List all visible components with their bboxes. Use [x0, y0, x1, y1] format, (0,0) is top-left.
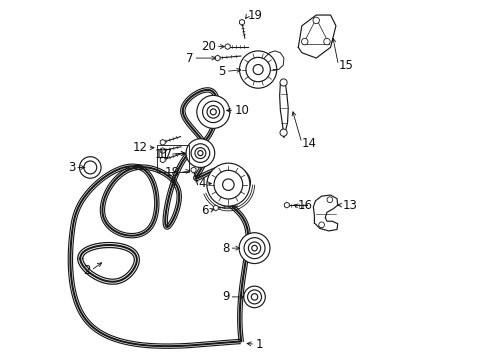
- Text: 6: 6: [201, 204, 208, 217]
- Polygon shape: [298, 15, 335, 58]
- Text: 18: 18: [164, 166, 179, 179]
- Text: 11: 11: [155, 148, 169, 161]
- Circle shape: [239, 233, 269, 264]
- Text: 15: 15: [338, 59, 353, 72]
- Circle shape: [253, 64, 263, 75]
- Circle shape: [244, 238, 264, 258]
- Circle shape: [245, 57, 270, 82]
- Text: 2: 2: [83, 264, 91, 277]
- Circle shape: [196, 95, 229, 129]
- Circle shape: [247, 290, 261, 304]
- Text: 10: 10: [234, 104, 249, 117]
- Text: 12: 12: [132, 141, 147, 154]
- Text: 13: 13: [343, 199, 357, 212]
- Polygon shape: [160, 148, 165, 153]
- Text: 4: 4: [198, 177, 205, 190]
- Circle shape: [251, 246, 257, 251]
- Circle shape: [191, 144, 209, 162]
- Circle shape: [206, 163, 249, 206]
- Circle shape: [244, 286, 265, 308]
- Polygon shape: [191, 167, 196, 173]
- Text: 7: 7: [186, 51, 193, 64]
- Polygon shape: [284, 202, 289, 208]
- Circle shape: [83, 161, 97, 174]
- Bar: [156, 145, 188, 172]
- Circle shape: [210, 109, 216, 115]
- Text: 16: 16: [297, 199, 312, 212]
- Circle shape: [280, 79, 286, 86]
- Polygon shape: [160, 139, 165, 145]
- Text: 19: 19: [247, 9, 263, 22]
- Circle shape: [318, 222, 324, 228]
- Polygon shape: [239, 19, 244, 25]
- Circle shape: [251, 294, 257, 300]
- Circle shape: [301, 39, 307, 45]
- Text: 1: 1: [255, 338, 262, 351]
- Polygon shape: [160, 157, 165, 163]
- Text: 20: 20: [201, 40, 215, 53]
- Text: 5: 5: [218, 65, 225, 78]
- Text: 14: 14: [301, 136, 316, 149]
- Circle shape: [206, 105, 219, 118]
- Circle shape: [239, 51, 276, 88]
- Circle shape: [198, 150, 203, 156]
- Circle shape: [80, 157, 101, 178]
- Circle shape: [202, 101, 224, 123]
- Polygon shape: [279, 80, 287, 137]
- Text: 9: 9: [222, 291, 229, 303]
- Circle shape: [214, 170, 242, 199]
- Circle shape: [312, 17, 319, 24]
- Text: 3: 3: [68, 161, 75, 174]
- Circle shape: [185, 139, 214, 167]
- Polygon shape: [313, 195, 337, 231]
- Circle shape: [248, 242, 260, 254]
- Circle shape: [195, 148, 205, 158]
- Polygon shape: [215, 55, 220, 61]
- Circle shape: [323, 39, 329, 45]
- Text: 8: 8: [222, 242, 229, 255]
- Text: 17: 17: [158, 148, 172, 161]
- Polygon shape: [213, 205, 218, 211]
- Polygon shape: [224, 44, 230, 49]
- Circle shape: [222, 179, 234, 190]
- Circle shape: [326, 197, 332, 203]
- Circle shape: [280, 129, 286, 136]
